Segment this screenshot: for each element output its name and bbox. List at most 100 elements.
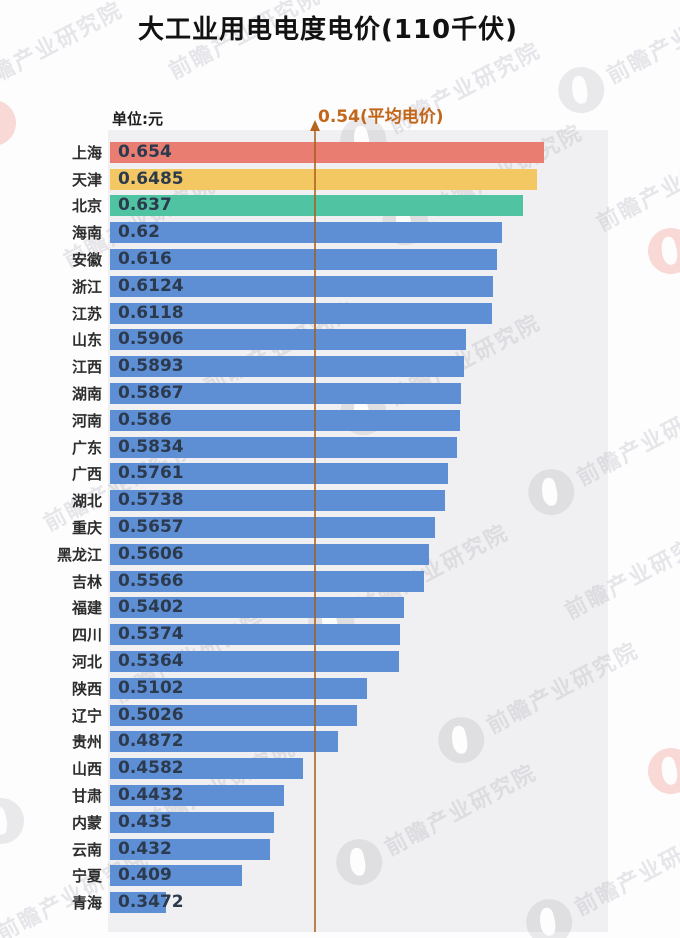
bar: 0.5906 — [110, 329, 466, 351]
bar-value-label: 0.435 — [118, 811, 172, 832]
average-line-arrow-icon — [310, 120, 320, 131]
bar: 0.435 — [110, 811, 274, 833]
table-row: 上海 0.654 — [0, 139, 680, 166]
bar: 0.5606 — [110, 543, 429, 565]
table-row: 湖北 0.5738 — [0, 487, 680, 514]
category-label: 吉林 — [71, 572, 102, 591]
bar: 0.654 — [110, 141, 544, 163]
bar-value-label: 0.432 — [118, 838, 172, 859]
category-label: 山东 — [71, 331, 102, 350]
table-row: 湖南 0.5867 — [0, 380, 680, 407]
bar: 0.5402 — [110, 597, 404, 619]
category-label: 陕西 — [71, 679, 102, 698]
bar: 0.4432 — [110, 785, 284, 807]
bar-value-label: 0.5606 — [118, 543, 184, 564]
bar-rows: 上海 0.654 天津 0.6485 北京 0.637 海南 0.62 安徽 0.616 浙江 0.6… — [0, 139, 680, 916]
table-row: 河南 0.586 — [0, 407, 680, 434]
bar: 0.5834 — [110, 436, 457, 458]
category-label: 浙江 — [71, 277, 102, 296]
table-row: 广西 0.5761 — [0, 461, 680, 488]
category-label: 广西 — [71, 465, 102, 484]
table-row: 天津 0.6485 — [0, 166, 680, 193]
bar-value-label: 0.5657 — [118, 517, 184, 538]
table-row: 辽宁 0.5026 — [0, 702, 680, 729]
unit-label: 单位:元 — [112, 110, 163, 128]
bar-value-label: 0.5834 — [118, 436, 184, 457]
table-row: 黑龙江 0.5606 — [0, 541, 680, 568]
bar-value-label: 0.5374 — [118, 624, 184, 645]
category-label: 山西 — [71, 760, 102, 779]
bar: 0.5761 — [110, 463, 448, 485]
bar: 0.5374 — [110, 624, 401, 646]
bar: 0.6118 — [110, 302, 492, 324]
table-row: 山东 0.5906 — [0, 327, 680, 354]
bar-value-label: 0.5906 — [118, 329, 184, 350]
category-label: 四川 — [71, 626, 102, 645]
category-label: 宁夏 — [71, 867, 102, 886]
bar-value-label: 0.409 — [118, 865, 172, 886]
table-row: 山西 0.4582 — [0, 755, 680, 782]
bar: 0.5867 — [110, 383, 461, 405]
bar: 0.5364 — [110, 651, 399, 673]
category-label: 海南 — [71, 224, 102, 243]
average-line — [314, 130, 316, 932]
category-label: 云南 — [71, 840, 102, 859]
table-row: 甘肃 0.4432 — [0, 782, 680, 809]
bar-value-label: 0.5867 — [118, 383, 184, 404]
bar-value-label: 0.4582 — [118, 758, 184, 779]
bar: 0.4872 — [110, 731, 339, 753]
bar: 0.3472 — [110, 892, 184, 914]
table-row: 青海 0.3472 — [0, 889, 680, 916]
bar: 0.62 — [110, 222, 502, 244]
bar-value-label: 0.5364 — [118, 651, 184, 672]
bar-value-label: 0.654 — [118, 141, 172, 162]
table-row: 贵州 0.4872 — [0, 729, 680, 756]
category-label: 安徽 — [71, 251, 102, 270]
category-label: 江西 — [71, 358, 102, 377]
bar-value-label: 0.5026 — [118, 704, 184, 725]
category-label: 上海 — [71, 143, 102, 162]
category-label: 黑龙江 — [56, 545, 102, 564]
category-label: 内蒙 — [71, 813, 102, 832]
bar-value-label: 0.5738 — [118, 490, 184, 511]
bar: 0.5657 — [110, 517, 435, 539]
category-label: 甘肃 — [71, 787, 102, 806]
bar-value-label: 0.6124 — [118, 275, 184, 296]
table-row: 云南 0.432 — [0, 836, 680, 863]
bar: 0.5566 — [110, 570, 424, 592]
table-row: 河北 0.5364 — [0, 648, 680, 675]
bar: 0.409 — [110, 865, 242, 887]
category-label: 河南 — [71, 411, 102, 430]
bar-value-label: 0.637 — [118, 195, 172, 216]
bar: 0.5026 — [110, 704, 358, 726]
bar: 0.5738 — [110, 490, 445, 512]
bar-value-label: 0.616 — [118, 249, 172, 270]
bar-value-label: 0.4872 — [118, 731, 184, 752]
table-row: 江西 0.5893 — [0, 353, 680, 380]
watermark-logo-icon — [550, 58, 613, 122]
table-row: 四川 0.5374 — [0, 621, 680, 648]
category-label: 湖北 — [71, 492, 102, 511]
category-label: 江苏 — [71, 304, 102, 323]
table-row: 吉林 0.5566 — [0, 568, 680, 595]
table-row: 安徽 0.616 — [0, 246, 680, 273]
bar-value-label: 0.6118 — [118, 302, 184, 323]
bar-value-label: 0.5102 — [118, 677, 184, 698]
table-row: 重庆 0.5657 — [0, 514, 680, 541]
category-label: 福建 — [71, 599, 102, 618]
category-label: 重庆 — [71, 519, 102, 538]
table-row: 浙江 0.6124 — [0, 273, 680, 300]
category-label: 辽宁 — [71, 706, 102, 725]
page-title: 大工业用电电度电价(110千伏) — [137, 15, 519, 45]
category-label: 广东 — [71, 438, 102, 457]
category-label: 天津 — [71, 170, 102, 189]
bar-value-label: 0.62 — [118, 222, 160, 243]
bar-value-label: 0.3472 — [118, 892, 184, 913]
bar: 0.432 — [110, 838, 271, 860]
bar: 0.5893 — [110, 356, 464, 378]
bar-value-label: 0.586 — [118, 409, 172, 430]
table-row: 北京 0.637 — [0, 193, 680, 220]
category-label: 北京 — [71, 197, 102, 216]
table-row: 海南 0.62 — [0, 219, 680, 246]
